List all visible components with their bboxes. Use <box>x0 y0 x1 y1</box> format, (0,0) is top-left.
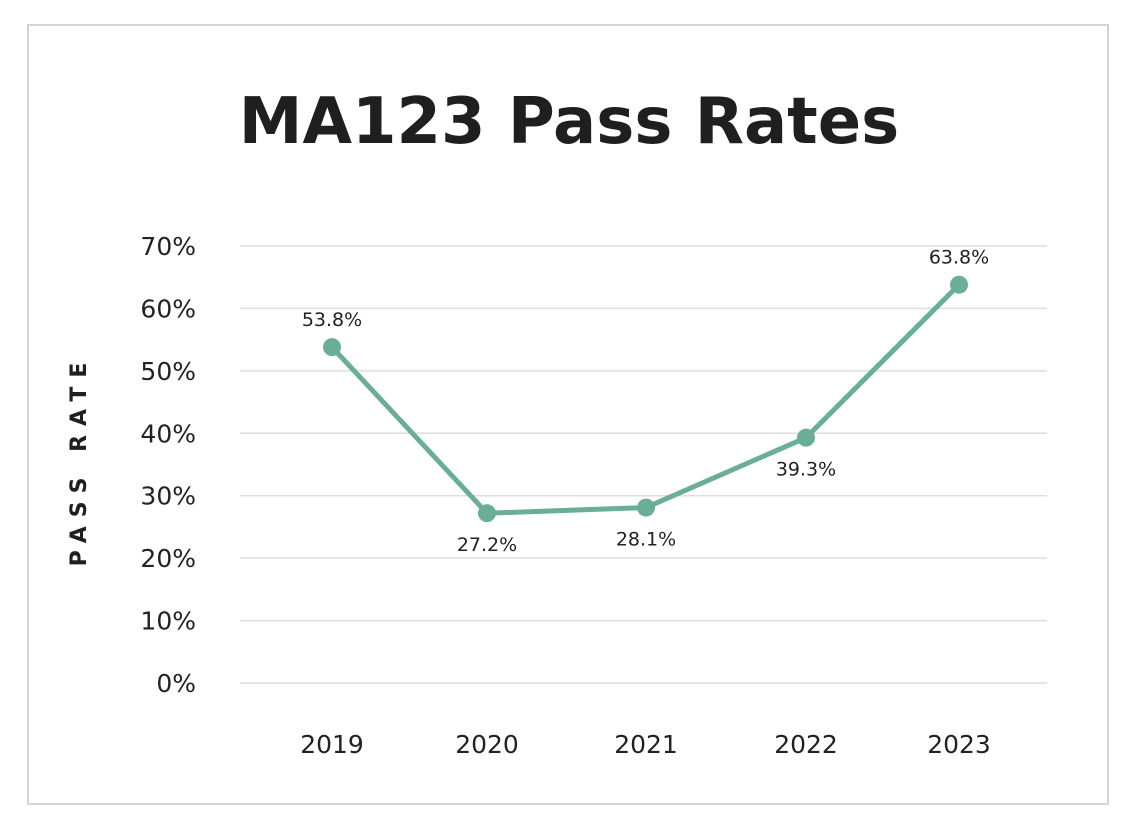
x-tick-label: 2019 <box>300 730 364 759</box>
chart-frame <box>27 24 1109 805</box>
data-labels: 53.8% 27.2% 28.1% 39.3% 63.8% <box>302 247 989 556</box>
y-tick-label: 30% <box>140 482 196 511</box>
y-tick-label: 10% <box>140 607 196 636</box>
data-point <box>950 275 968 294</box>
data-label: 39.3% <box>776 459 836 481</box>
y-tick-label: 50% <box>140 357 196 386</box>
data-label: 53.8% <box>302 309 362 331</box>
y-tick-label: 40% <box>140 419 196 448</box>
x-axis-ticks: 2019 2020 2021 2022 2023 <box>300 730 991 759</box>
y-tick-label: 0% <box>156 669 196 698</box>
y-tick-label: 60% <box>140 294 196 323</box>
data-label: 63.8% <box>929 247 989 269</box>
gridlines <box>240 245 1047 684</box>
y-axis-ticks: 0% 10% 20% 30% 40% 50% 60% 70% <box>140 232 196 698</box>
data-label: 28.1% <box>616 529 676 551</box>
y-tick-label: 70% <box>140 232 196 261</box>
y-tick-label: 20% <box>140 544 196 573</box>
series-pass-rate <box>323 275 968 523</box>
data-point <box>323 338 341 357</box>
x-tick-label: 2022 <box>774 730 838 759</box>
x-tick-label: 2023 <box>927 730 991 759</box>
y-axis-label: PASS RATE <box>67 354 92 567</box>
data-point <box>797 428 815 447</box>
chart-title: MA123 Pass Rates <box>239 85 900 159</box>
data-point <box>637 498 655 517</box>
data-label: 27.2% <box>457 534 517 556</box>
x-tick-label: 2020 <box>455 730 519 759</box>
data-point <box>478 504 496 523</box>
series-line <box>329 282 962 516</box>
x-tick-label: 2021 <box>614 730 678 759</box>
